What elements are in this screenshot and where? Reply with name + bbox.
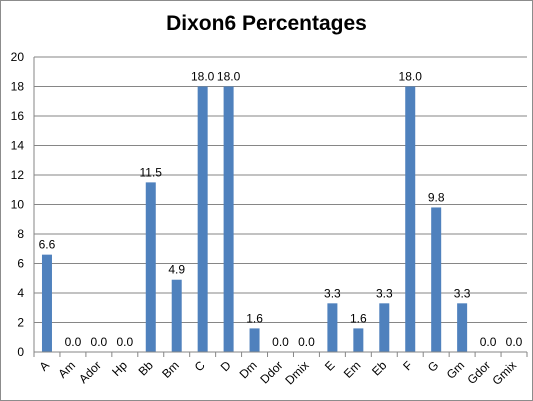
x-tick-label: D [218, 358, 234, 374]
data-label: 6.6 [39, 238, 56, 252]
data-label: 0.0 [506, 335, 523, 349]
x-tick-label: Ddor [257, 358, 285, 386]
data-label: 3.3 [324, 286, 341, 300]
x-tick-label: Eb [369, 358, 390, 379]
x-tick-label: Dmix [282, 358, 311, 387]
y-tick-label: 18 [11, 80, 25, 94]
x-tick-label: F [400, 358, 415, 373]
x-tick-label: Em [341, 358, 364, 381]
bar [41, 254, 52, 352]
x-tick-label: Hp [109, 358, 130, 379]
data-label: 3.3 [376, 286, 393, 300]
data-label: 0.0 [480, 335, 497, 349]
x-tick-label: Gdor [464, 358, 493, 387]
data-label: 11.5 [140, 165, 163, 179]
data-label: 1.6 [246, 311, 263, 325]
y-tick-label: 10 [11, 198, 25, 212]
bar [197, 86, 208, 352]
y-tick-label: 12 [11, 168, 25, 182]
x-tick-label: Dm [237, 358, 260, 381]
data-label: 0.0 [298, 335, 315, 349]
y-tick-label: 2 [17, 316, 24, 330]
data-label: 0.0 [272, 335, 289, 349]
bar [405, 86, 416, 352]
chart-title: Dixon6 Percentages [166, 12, 367, 35]
bar [431, 207, 442, 352]
x-tick-label: Bm [159, 358, 182, 381]
data-label: 18.0 [399, 70, 423, 84]
bar [379, 303, 390, 352]
y-tick-label: 8 [17, 227, 24, 241]
x-tick-label: Am [55, 358, 78, 381]
bar [249, 328, 260, 352]
y-tick-label: 16 [11, 109, 25, 123]
x-tick-label: C [192, 358, 208, 374]
data-label: 0.0 [91, 335, 108, 349]
x-tick-label: Bb [136, 358, 157, 379]
x-tick-label: G [425, 358, 442, 375]
y-tick-label: 4 [17, 286, 24, 300]
y-tick-label: 14 [11, 139, 25, 153]
data-label: 0.0 [116, 335, 133, 349]
x-tick-label: Gm [444, 358, 468, 382]
y-tick-label: 6 [17, 257, 24, 271]
bar [145, 182, 156, 352]
y-tick-label: 0 [17, 345, 24, 359]
data-label: 4.9 [168, 263, 185, 277]
x-tick-label: Ador [76, 358, 104, 386]
data-label: 1.6 [350, 311, 367, 325]
x-tick-label: E [322, 358, 338, 374]
bar [353, 328, 364, 352]
bar [223, 86, 234, 352]
y-tick-label: 20 [11, 50, 25, 64]
bar [457, 303, 468, 352]
x-tick-label: Gmix [489, 358, 519, 388]
data-label: 3.3 [454, 286, 471, 300]
bar [327, 303, 338, 352]
data-label: 0.0 [65, 335, 82, 349]
x-tick-label: A [37, 358, 53, 374]
data-label: 9.8 [428, 190, 445, 204]
data-label: 18.0 [191, 70, 215, 84]
bar [171, 279, 182, 352]
data-label: 18.0 [217, 70, 241, 84]
